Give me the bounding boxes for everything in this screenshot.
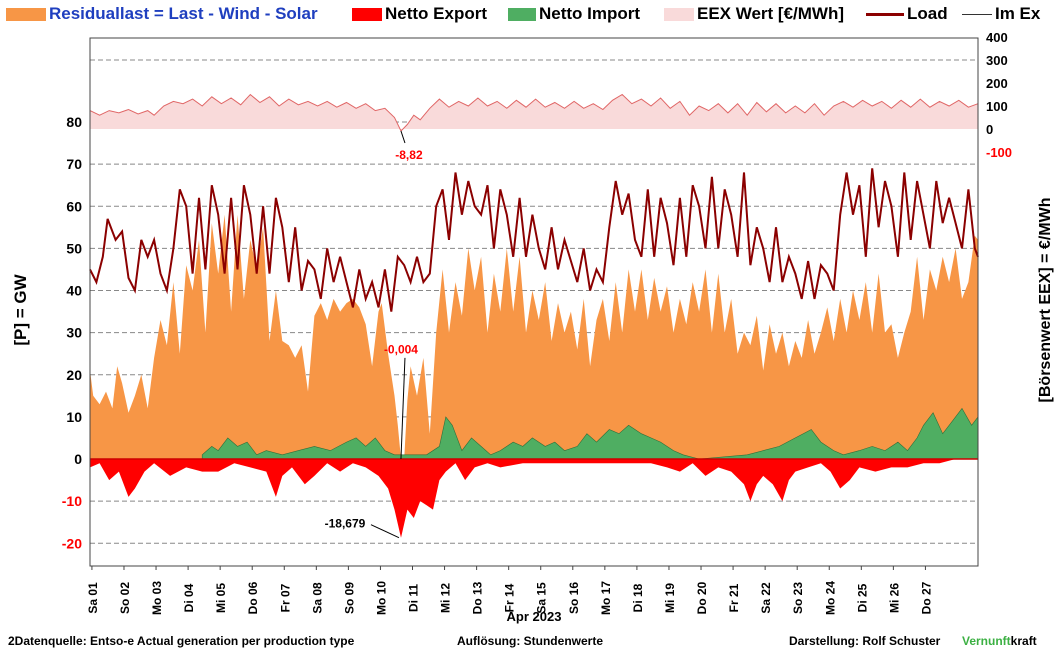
x-tick-label: So 23: [791, 582, 805, 614]
plot-frame: [89, 37, 979, 567]
annotation-label: -18,679: [325, 517, 366, 531]
footer-source: 2Datenquelle: Entso-e Actual generation …: [8, 634, 355, 648]
x-tick-label: Sa 08: [310, 582, 324, 614]
export-area: [90, 459, 978, 538]
x-tick-label: So 02: [118, 582, 132, 614]
eex-series: [89, 93, 979, 132]
x-tick-label: Sa 22: [759, 582, 773, 614]
area-series: [90, 214, 979, 538]
x-tick-label: Di 25: [855, 583, 869, 612]
y-axis-label-left: [P] = GW: [11, 273, 30, 345]
x-tick-label: Mo 17: [599, 581, 613, 615]
right-tick-label: 100: [986, 99, 1008, 114]
residual-area: [90, 214, 978, 459]
left-tick-label: 70: [66, 156, 82, 172]
footer-brand-a: Vernunft: [962, 634, 1011, 648]
x-tick-label: Mi 05: [214, 583, 228, 613]
annotation-label: -8,82: [395, 148, 423, 162]
x-tick-label: Do 06: [246, 581, 260, 614]
annotation-label: -0,004: [384, 343, 418, 357]
import-area: [201, 407, 979, 460]
left-tick-label: 20: [66, 367, 82, 383]
left-tick-label: 10: [66, 409, 82, 425]
x-tick-label: Do 13: [471, 581, 485, 614]
legend-eex: EEX Wert [€/MWh]: [664, 4, 844, 24]
x-tick-label: Mo 10: [374, 581, 388, 615]
legend-residual-swatch: [6, 8, 46, 22]
legend-load-swatch: [866, 13, 904, 17]
left-tick-label: 40: [66, 283, 82, 299]
left-tick-label: 80: [66, 114, 82, 130]
footer-author: Darstellung: Rolf Schuster: [789, 634, 941, 648]
legend-import-swatch: [508, 8, 536, 22]
legend-export: Netto Export: [352, 4, 487, 24]
y-axis-label-right: [Börsenwert EEX] = €/MWh: [1037, 198, 1054, 403]
footer-brand-b: kraft: [1010, 634, 1037, 648]
annotation-leader: [370, 524, 400, 539]
legend-residual: Residuallast = Last - Wind - Solar: [6, 4, 318, 24]
x-tick-label: Mi 19: [663, 583, 677, 613]
x-axis-label: Apr 2023: [507, 609, 562, 624]
legend-export-swatch: [352, 8, 382, 22]
load-line: [89, 168, 979, 312]
left-tick-label: 0: [74, 451, 82, 467]
left-tick-label: 60: [66, 198, 82, 214]
x-tick-label: Sa 15: [535, 582, 549, 614]
legend-import-label: Netto Import: [539, 4, 641, 23]
load-series: [89, 168, 979, 312]
right-tick-label: 200: [986, 76, 1008, 91]
annotations: -8,82 -0,004 -18,679: [325, 130, 423, 539]
legend-load-label: Load: [907, 4, 948, 23]
annotation-leader: [400, 130, 406, 144]
left-tick-label: 30: [66, 325, 82, 341]
right-tick-label: -100: [986, 145, 1012, 160]
x-tick-label: Fr 21: [727, 583, 741, 612]
legend-export-label: Netto Export: [385, 4, 487, 23]
x-tick-label: Di 11: [407, 584, 421, 612]
x-tick-label: Fr 14: [503, 583, 517, 612]
legend-residual-label: Residuallast = Last - Wind - Solar: [49, 4, 318, 23]
eex-line: [89, 93, 979, 132]
x-tick-label: So 09: [342, 582, 356, 614]
legend-imex-label: Im Ex: [995, 4, 1041, 23]
x-tick-label: Mi 12: [439, 583, 453, 613]
right-tick-label: 300: [986, 53, 1008, 68]
x-tick-label: So 16: [567, 582, 581, 614]
left-tick-label: -10: [62, 493, 82, 509]
legend-eex-label: EEX Wert [€/MWh]: [697, 4, 845, 23]
x-tick-label: Mo 03: [150, 581, 164, 615]
x-tick-label: Mi 26: [887, 583, 901, 613]
left-tick-label: 50: [66, 240, 82, 256]
right-axis: 400 300 200 100 0 -100: [986, 30, 1012, 160]
legend-eex-swatch: [664, 8, 694, 22]
legend-imex: Im Ex: [962, 4, 1040, 24]
x-tick-label: Do 20: [695, 581, 709, 614]
legend-imex-swatch: [962, 14, 992, 16]
annotation-leader: [400, 357, 406, 460]
x-tick-label: Mo 24: [823, 581, 837, 615]
x-tick-label: Fr 07: [278, 583, 292, 612]
legend-import: Netto Import: [508, 4, 640, 24]
left-tick-label: -20: [62, 535, 82, 551]
left-axis: -20 -10 0 10 20 30 40 50 60 70 80: [62, 114, 82, 551]
right-tick-label: 0: [986, 122, 993, 137]
x-tick-label: Di 04: [182, 583, 196, 612]
footer-brand: Vernunftkraft: [962, 634, 1037, 648]
plot-border: [89, 37, 979, 567]
legend-load: Load: [866, 4, 948, 24]
x-tick-label: Di 18: [631, 583, 645, 612]
footer-resolution: Auflösung: Stundenwerte: [457, 634, 603, 648]
x-tick-label: Do 27: [919, 581, 933, 614]
x-tick-label: Sa 01: [86, 582, 100, 614]
right-tick-label: 400: [986, 30, 1008, 45]
x-axis: Sa 01 So 02 Mo 03 Di 04 Mi 05 Do 06 Fr 07 Sa 08…: [86, 566, 933, 615]
